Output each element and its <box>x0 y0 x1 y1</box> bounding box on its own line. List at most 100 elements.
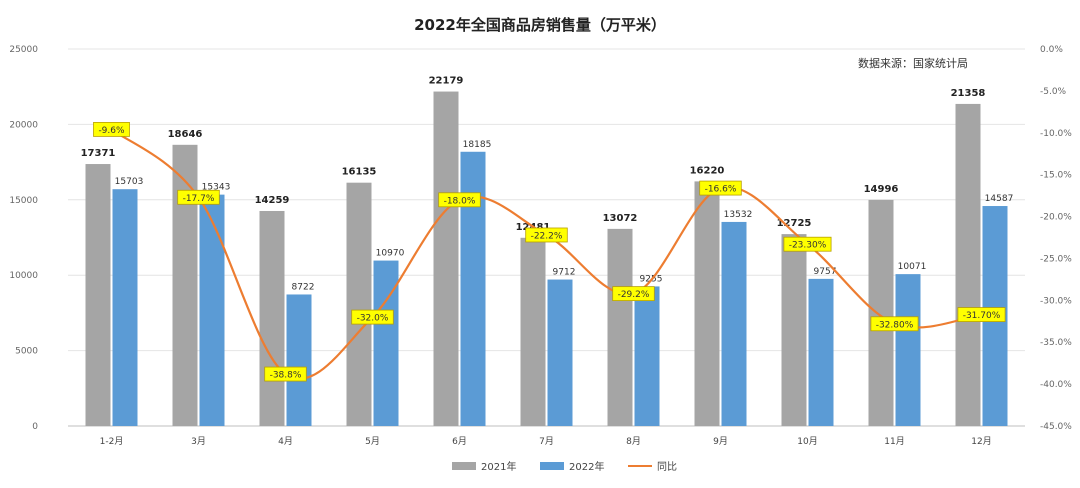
x-tick-label: 11月 <box>884 436 904 447</box>
bar-2021-label: 13072 <box>603 213 638 224</box>
bar-2022-label: 9712 <box>553 268 576 278</box>
bar-2021 <box>346 182 372 426</box>
bar-2022-label: 9757 <box>814 267 837 277</box>
bar-2021 <box>433 91 459 426</box>
bar-2021-label: 16220 <box>690 165 725 176</box>
bar-2022 <box>286 294 312 426</box>
bar-2021-label: 16135 <box>342 167 377 178</box>
y2-tick-label: -10.0% <box>1040 129 1072 139</box>
yoy-label: -38.8% <box>270 371 302 381</box>
bar-2021 <box>259 210 285 426</box>
y-tick-label: 5000 <box>15 347 38 357</box>
bar-2022-label: 15703 <box>115 177 144 187</box>
chart-title: 2022年全国商品房销售量（万平米） <box>414 16 666 34</box>
yoy-label-box <box>870 316 919 332</box>
x-axis: 1-2月 3月 4月 5月 6月 7月 8月 9月 10月 11月 12月 <box>100 436 992 447</box>
yoy-label-box <box>264 366 307 382</box>
yoy-label-box <box>93 122 130 137</box>
bar-series: 17371 15703 18646 15343 14259 8722 16135 10970 2… <box>81 76 1014 427</box>
bar-2022-label: 10071 <box>898 262 927 272</box>
yoy-label-box <box>699 180 742 196</box>
yoy-label: -17.7% <box>183 194 215 204</box>
bar-2022 <box>895 274 921 426</box>
bar-2021-label: 14996 <box>864 184 899 195</box>
legend-label: 同比 <box>657 461 677 473</box>
bar-2022-label: 13532 <box>724 210 753 220</box>
yoy-label-box <box>177 189 220 205</box>
yoy-label-box <box>612 286 655 302</box>
legend-swatch <box>540 462 564 470</box>
x-tick-label: 7月 <box>539 436 554 447</box>
y-tick-label: 20000 <box>9 120 38 130</box>
yoy-label: -31.70% <box>963 311 1001 321</box>
bar-2022-label: 18185 <box>463 140 492 150</box>
bar-2022-label: 15343 <box>202 183 231 193</box>
yoy-label-box <box>351 309 394 325</box>
yoy-label: -16.6% <box>705 185 737 195</box>
yoy-label: -18.0% <box>444 196 476 206</box>
gridlines <box>68 48 1025 427</box>
y2-tick-label: -30.0% <box>1040 296 1072 306</box>
yoy-label: -29.2% <box>618 290 650 300</box>
bar-2022-label: 14587 <box>985 194 1014 204</box>
bar-2022-label: 10970 <box>376 249 405 259</box>
y-tick-label: 15000 <box>9 196 38 206</box>
bar-2021 <box>85 164 111 426</box>
yoy-label: -32.80% <box>876 320 914 330</box>
x-tick-label: 6月 <box>452 436 467 447</box>
y2-tick-label: -25.0% <box>1040 254 1072 264</box>
bar-2021 <box>694 181 720 426</box>
legend-label: 2022年 <box>569 460 604 473</box>
data-source-note: 数据来源：国家统计局 <box>858 56 968 70</box>
y-tick-label: 25000 <box>9 45 38 55</box>
legend-label: 2021年 <box>481 460 516 473</box>
x-tick-label: 12月 <box>971 436 991 447</box>
bar-2022 <box>634 286 660 426</box>
bar-2021-label: 14259 <box>255 195 290 206</box>
x-tick-label: 8月 <box>626 436 641 447</box>
legend: 2021年 2022年 同比 <box>452 460 677 473</box>
yoy-label: -32.0% <box>357 314 389 324</box>
y2-tick-label: -5.0% <box>1040 87 1067 97</box>
bar-2021 <box>781 234 807 426</box>
bar-2021-label: 18646 <box>168 129 203 140</box>
bar-2021 <box>955 103 981 426</box>
left-y-axis: 0 5000 10000 15000 20000 25000 <box>9 45 38 432</box>
bar-2022 <box>547 279 573 426</box>
bar-2021 <box>868 199 894 426</box>
bar-2021 <box>607 228 633 426</box>
y2-tick-label: -20.0% <box>1040 213 1072 223</box>
legend-swatch <box>452 462 476 470</box>
y2-tick-label: -40.0% <box>1040 380 1072 390</box>
y2-tick-label: -35.0% <box>1040 338 1072 348</box>
y2-tick-label: 0.0% <box>1040 45 1063 55</box>
yoy-label-box <box>525 227 568 243</box>
yoy-line-series: -9.6% -17.7% -38.8% -32.0% -18.0% -22.2% -29.2… <box>93 122 1006 382</box>
yoy-label-box <box>783 236 832 252</box>
yoy-label-box <box>438 192 481 208</box>
bar-2022 <box>721 221 747 426</box>
bar-2021-label: 17371 <box>81 148 116 159</box>
yoy-label: -23.30% <box>789 241 827 251</box>
x-tick-label: 4月 <box>278 436 293 447</box>
y-tick-label: 0 <box>32 422 38 432</box>
yoy-label: -22.2% <box>531 231 563 241</box>
x-tick-label: 5月 <box>365 436 380 447</box>
bar-2021-label: 22179 <box>429 76 464 87</box>
x-tick-label: 3月 <box>191 436 206 447</box>
x-tick-label: 10月 <box>797 436 817 447</box>
bar-2021-label: 21358 <box>951 88 986 99</box>
x-tick-label: 1-2月 <box>100 436 124 447</box>
yoy-label: -9.6% <box>98 126 125 136</box>
bar-2022 <box>373 260 399 426</box>
y-tick-label: 10000 <box>9 271 38 281</box>
bar-2021 <box>520 237 546 426</box>
yoy-line <box>110 128 982 380</box>
yoy-label-box <box>957 307 1006 322</box>
bar-2021 <box>172 144 198 427</box>
bar-2022 <box>808 278 834 426</box>
bar-2022 <box>112 189 138 426</box>
y2-tick-label: -45.0% <box>1040 422 1072 432</box>
